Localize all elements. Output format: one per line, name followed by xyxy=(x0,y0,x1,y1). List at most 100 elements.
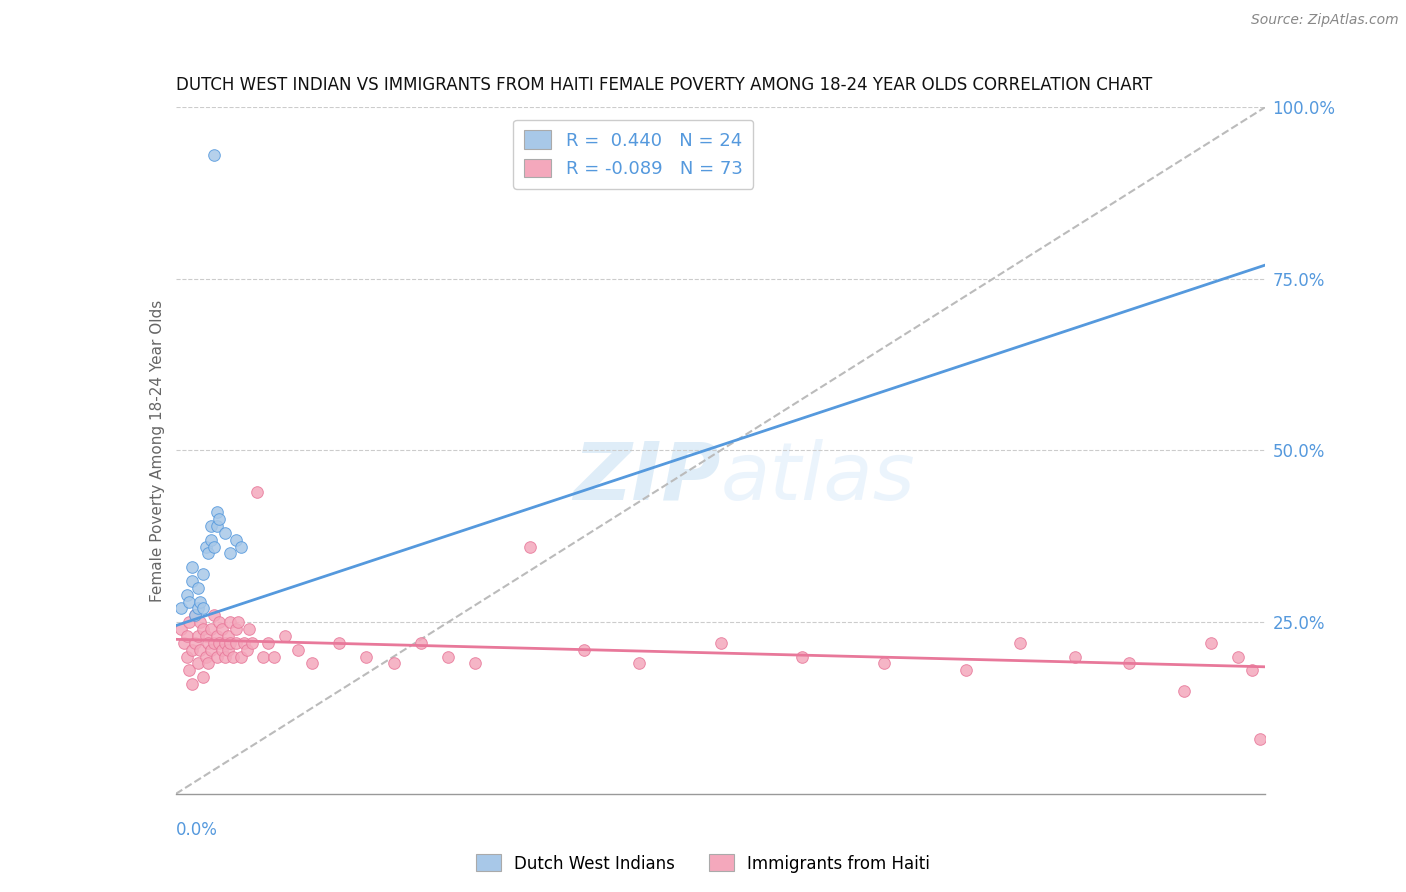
Point xyxy=(301,657,323,671)
Point xyxy=(197,657,219,671)
Point xyxy=(173,636,195,650)
Point xyxy=(231,649,253,664)
Point xyxy=(176,649,198,664)
Point xyxy=(225,622,247,636)
Point xyxy=(274,629,297,643)
Point xyxy=(186,657,209,671)
Point xyxy=(235,642,257,657)
Point xyxy=(191,601,214,615)
Point xyxy=(186,601,209,615)
Point xyxy=(263,649,285,664)
Point xyxy=(1010,636,1032,650)
Point xyxy=(191,670,214,684)
Point xyxy=(200,519,222,533)
Point xyxy=(232,636,254,650)
Point xyxy=(1240,663,1263,677)
Point xyxy=(328,636,350,650)
Legend: Dutch West Indians, Immigrants from Haiti: Dutch West Indians, Immigrants from Hait… xyxy=(470,847,936,880)
Point xyxy=(464,657,486,671)
Point xyxy=(200,642,222,657)
Y-axis label: Female Poverty Among 18-24 Year Olds: Female Poverty Among 18-24 Year Olds xyxy=(149,300,165,601)
Point xyxy=(228,615,250,630)
Point xyxy=(200,622,222,636)
Point xyxy=(208,636,231,650)
Text: ZIP: ZIP xyxy=(574,439,721,517)
Point xyxy=(202,636,225,650)
Point xyxy=(202,608,225,623)
Point xyxy=(519,540,541,554)
Point xyxy=(437,649,460,664)
Point xyxy=(188,615,211,630)
Point xyxy=(194,649,217,664)
Point xyxy=(188,594,211,608)
Point xyxy=(873,657,896,671)
Point xyxy=(188,642,211,657)
Point xyxy=(222,649,245,664)
Point xyxy=(211,642,233,657)
Point xyxy=(240,636,263,650)
Point xyxy=(1249,731,1271,746)
Point xyxy=(231,540,253,554)
Point xyxy=(181,560,204,574)
Point xyxy=(205,649,228,664)
Legend: R =  0.440   N = 24, R = -0.089   N = 73: R = 0.440 N = 24, R = -0.089 N = 73 xyxy=(513,120,754,189)
Point xyxy=(200,533,222,547)
Point xyxy=(574,642,596,657)
Point xyxy=(191,622,214,636)
Point xyxy=(184,608,207,623)
Point xyxy=(792,649,814,664)
Point xyxy=(179,663,201,677)
Point xyxy=(225,636,247,650)
Point xyxy=(214,636,236,650)
Point xyxy=(181,574,204,588)
Point xyxy=(1199,636,1222,650)
Point xyxy=(176,629,198,643)
Point xyxy=(257,636,280,650)
Point xyxy=(208,615,231,630)
Point xyxy=(181,677,204,691)
Point xyxy=(205,505,228,519)
Point xyxy=(205,519,228,533)
Point xyxy=(1063,649,1085,664)
Point xyxy=(238,622,260,636)
Point xyxy=(710,636,733,650)
Text: DUTCH WEST INDIAN VS IMMIGRANTS FROM HAITI FEMALE POVERTY AMONG 18-24 YEAR OLDS : DUTCH WEST INDIAN VS IMMIGRANTS FROM HAI… xyxy=(176,77,1152,95)
Point xyxy=(184,636,207,650)
Point xyxy=(225,533,247,547)
Point xyxy=(214,649,236,664)
Point xyxy=(219,636,242,650)
Point xyxy=(246,484,269,499)
Point xyxy=(202,148,225,162)
Point xyxy=(197,636,219,650)
Point xyxy=(170,622,193,636)
Point xyxy=(208,512,231,526)
Point xyxy=(186,581,209,595)
Point xyxy=(409,636,432,650)
Point xyxy=(217,642,239,657)
Point xyxy=(197,546,219,561)
Point xyxy=(382,657,405,671)
Point xyxy=(627,657,650,671)
Text: atlas: atlas xyxy=(721,439,915,517)
Point xyxy=(202,540,225,554)
Point xyxy=(219,546,242,561)
Point xyxy=(1173,683,1195,698)
Point xyxy=(217,629,239,643)
Point xyxy=(214,525,236,540)
Point xyxy=(194,629,217,643)
Point xyxy=(211,622,233,636)
Point xyxy=(356,649,378,664)
Text: 0.0%: 0.0% xyxy=(176,822,218,839)
Point xyxy=(179,615,201,630)
Point xyxy=(170,601,193,615)
Point xyxy=(252,649,274,664)
Point xyxy=(194,540,217,554)
Point xyxy=(176,588,198,602)
Point xyxy=(219,615,242,630)
Point xyxy=(184,608,207,623)
Point xyxy=(186,629,209,643)
Point xyxy=(1118,657,1140,671)
Point xyxy=(287,642,309,657)
Text: Source: ZipAtlas.com: Source: ZipAtlas.com xyxy=(1251,13,1399,28)
Point xyxy=(1227,649,1250,664)
